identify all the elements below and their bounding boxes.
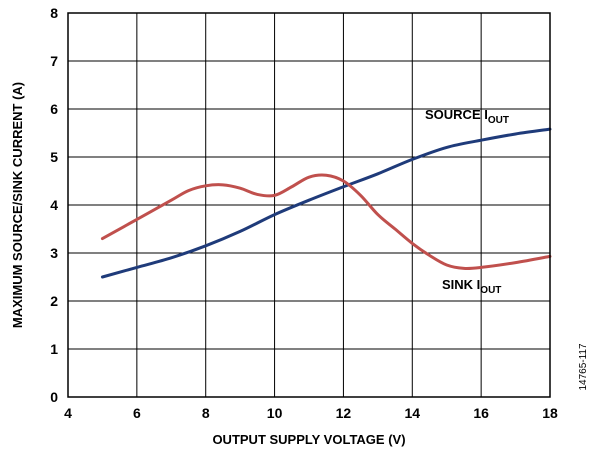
- y-tick-label: 2: [50, 293, 58, 309]
- x-tick-label: 4: [64, 405, 72, 421]
- sink-annotation: SINK IOUT: [442, 277, 501, 296]
- sink-line: [100, 173, 552, 271]
- x-tick-label: 14: [404, 405, 420, 421]
- x-tick-label: 18: [542, 405, 558, 421]
- figure-id: 14765-117: [578, 343, 589, 391]
- x-tick-label: 12: [336, 405, 352, 421]
- y-tick-label: 8: [50, 5, 58, 21]
- y-tick-label: 4: [50, 197, 58, 213]
- series-lines: [100, 127, 552, 279]
- x-tick-labels: 4 6 8 10 12 14 16 18: [64, 405, 558, 421]
- y-axis-title: MAXIMUM SOURCE/SINK CURRENT (A): [10, 82, 25, 328]
- plot-frame: [67, 12, 551, 398]
- y-tick-label: 1: [50, 341, 58, 357]
- x-tick-label: 8: [202, 405, 210, 421]
- source-line: [100, 127, 552, 279]
- y-tick-label: 7: [50, 53, 58, 69]
- y-tick-labels: 0 1 2 3 4 5 6 7 8: [50, 5, 58, 405]
- y-tick-label: 3: [50, 245, 58, 261]
- x-tick-label: 16: [473, 405, 489, 421]
- x-axis-title: OUTPUT SUPPLY VOLTAGE (V): [212, 432, 405, 447]
- x-tick-label: 6: [133, 405, 141, 421]
- y-tick-label: 0: [50, 389, 58, 405]
- y-tick-label: 5: [50, 149, 58, 165]
- source-annotation: SOURCE IOUT: [425, 107, 509, 126]
- y-tick-label: 6: [50, 101, 58, 117]
- grid: [67, 12, 551, 398]
- x-tick-label: 10: [267, 405, 283, 421]
